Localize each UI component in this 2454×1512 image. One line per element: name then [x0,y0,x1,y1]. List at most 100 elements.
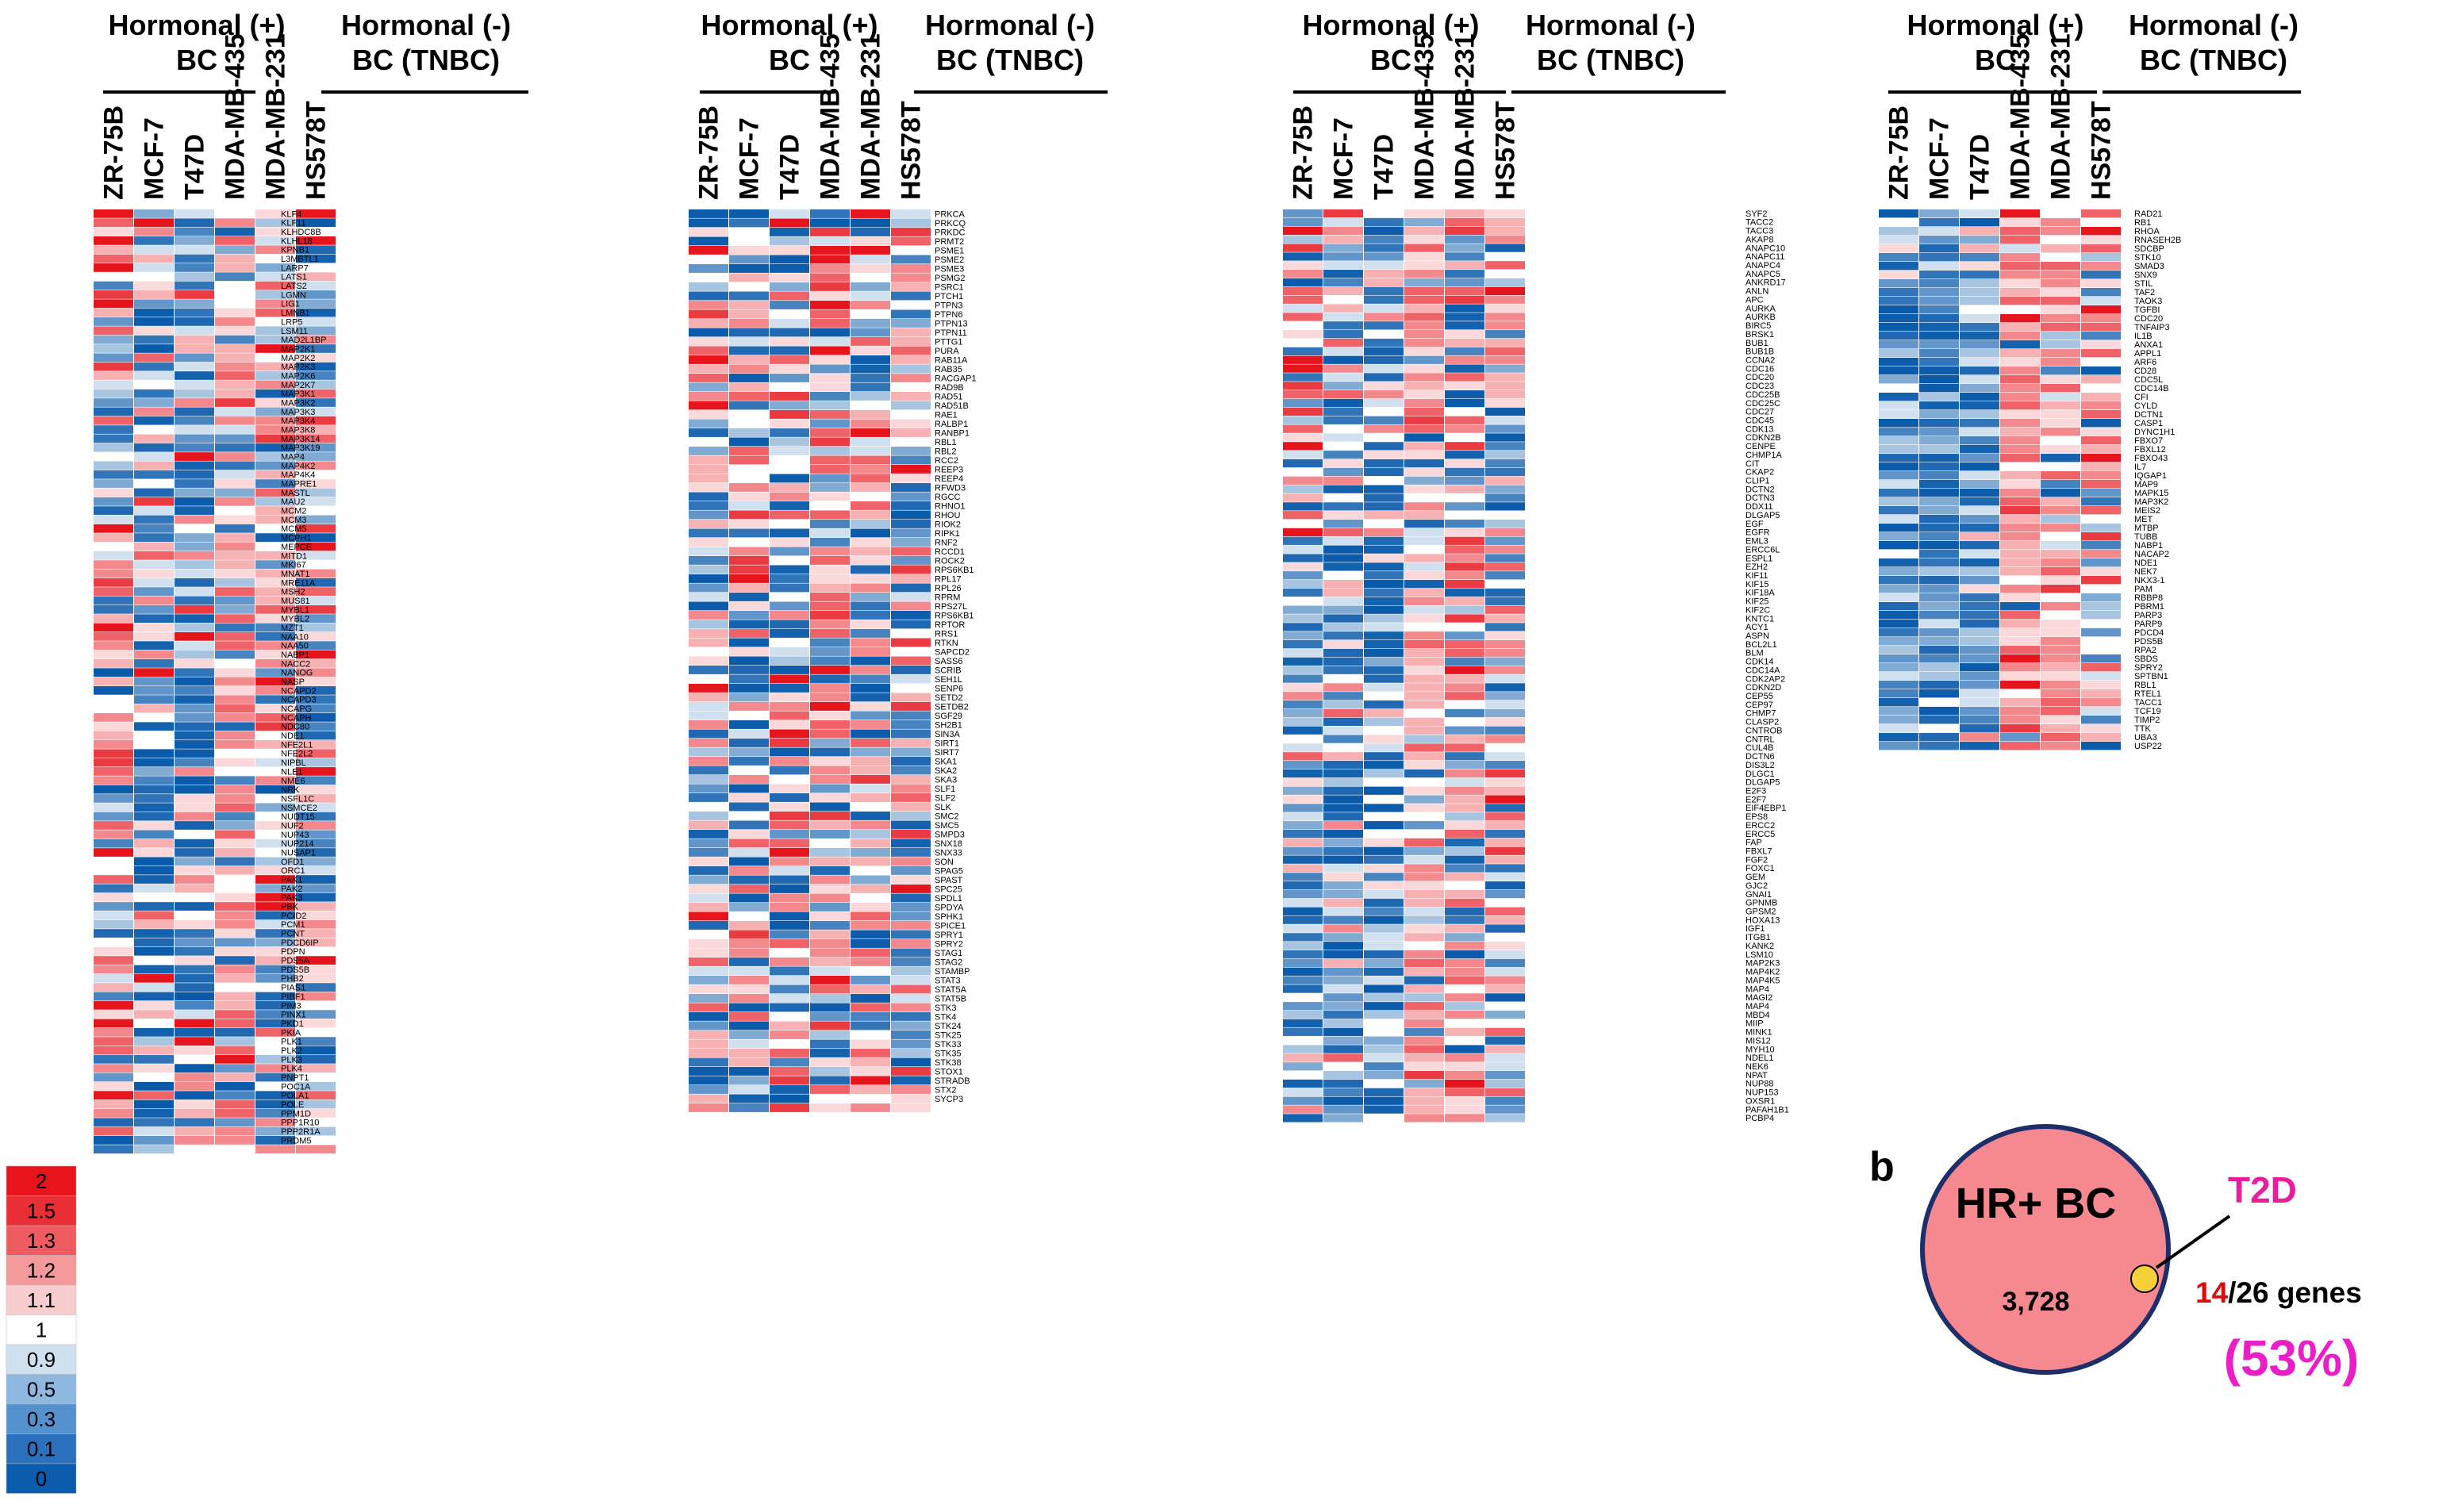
heatmap-cell [1323,588,1363,597]
heatmap-cell [1485,226,1525,235]
heatmap-cell [851,875,890,885]
heatmap-cell [770,875,809,885]
heatmap-cell [1323,217,1363,227]
heatmap-cell [1364,898,1404,908]
heatmap-cell [1364,708,1404,718]
gene-label: CDC25B [1745,390,1780,400]
heatmap-cell [215,983,255,992]
heatmap-cell [1283,717,1323,726]
gene-label: PTPN6 [935,310,962,320]
heatmap-cell [1283,605,1323,614]
heatmap-cell [175,407,214,416]
heatmap-cell [1323,519,1363,528]
heatmap-cell [891,1012,931,1021]
heatmap-cell [1960,515,1999,524]
gene-label: APPL1 [2134,349,2161,359]
heatmap-cell [851,1012,890,1021]
heatmap-cell [1404,519,1444,528]
heatmap-cell [1404,347,1444,356]
heatmap-cell [94,1126,133,1136]
heatmap-cell [851,255,890,264]
gene-label: L3MBTL1 [281,255,319,264]
heatmap-cell [1404,821,1444,830]
heatmap-cell [94,524,133,533]
gene-label: NME6 [281,777,305,786]
heatmap-cell [1445,821,1484,830]
heatmap-cell [94,551,133,560]
heatmap-cell [1879,323,1918,332]
heatmap-cell [810,866,850,875]
heatmap-cell [1445,1096,1484,1105]
heatmap-cell [134,551,174,560]
heatmap-cell [1879,515,1918,524]
heatmap-cell [1919,558,1959,567]
heatmap-cell [255,892,295,902]
heatmap-cell [1283,674,1323,683]
heatmap-cell [1323,1002,1363,1011]
heatmap-cell [255,830,295,839]
heatmap-cell [94,857,133,866]
heatmap-cell [296,946,336,956]
gene-label: MAP3K8 [281,426,315,436]
heatmap-cell [2000,471,2040,480]
heatmap-cell [215,677,255,686]
heatmap-cell [1283,648,1323,658]
heatmap-cell [255,929,295,938]
heatmap-cell [1283,519,1323,528]
heatmap-cell [1323,1010,1363,1019]
heatmap-cell [134,299,174,309]
heatmap-cell [729,948,769,957]
heatmap-cell [215,515,255,524]
heatmap-cell [729,647,769,656]
heatmap-cell [1879,340,1918,349]
heatmap-cell [1445,605,1484,614]
heatmap-cell [810,638,850,647]
heatmap-cell [1323,295,1363,304]
heatmap-cell [255,631,295,641]
heatmap-cell [296,281,336,290]
gene-label: SPRY2 [2134,663,2163,673]
gene-label: DYNC1H1 [2134,428,2175,437]
heatmap-cell [891,939,931,948]
heatmap-cell [94,911,133,920]
heatmap-cell [891,501,931,510]
heatmap-cell [296,1073,336,1082]
heatmap-cell [1283,950,1323,959]
gene-label: NIPBL [281,758,306,768]
heatmap-cell [2081,279,2121,288]
heatmap-cell [1960,288,1999,297]
heatmap-cell [1404,640,1444,649]
heatmap-cell [1364,958,1404,968]
heatmap-cell [2000,209,2040,218]
heatmap-cell [215,641,255,650]
heatmap-cell [770,465,809,474]
heatmap-cell [1323,907,1363,915]
heatmap-cell [1485,373,1525,382]
heatmap-cell [1445,674,1484,683]
gene-label: ERCC5 [1745,830,1775,839]
gene-label: STK3 [935,1004,957,1013]
heatmap-cell [1879,279,1918,288]
gene-label: ASPN [1745,631,1769,641]
heatmap-cell [134,919,174,929]
heatmap-cell [2000,410,2040,419]
heatmap-cell [215,533,255,542]
heatmap-cell [296,236,336,245]
heatmap-cell [296,956,336,965]
heatmap-cell [1485,571,1525,580]
heatmap-cell [1445,993,1484,1002]
heatmap-cell [729,474,769,483]
gene-label: PSME2 [935,255,964,265]
heatmap-cell [891,547,931,556]
heatmap-cell [94,335,133,344]
heatmap-cell [1445,1079,1484,1088]
heatmap-cell [1283,1036,1323,1045]
heatmap-cell [2041,628,2080,637]
heatmap-cell [1485,252,1525,261]
heatmap-cell [810,766,850,775]
heatmap-cell [296,254,336,263]
gene-label: RHNO1 [935,502,966,512]
heatmap-cell [729,1021,769,1030]
heatmap-cell [134,902,174,911]
heatmap-cell [1283,666,1323,674]
